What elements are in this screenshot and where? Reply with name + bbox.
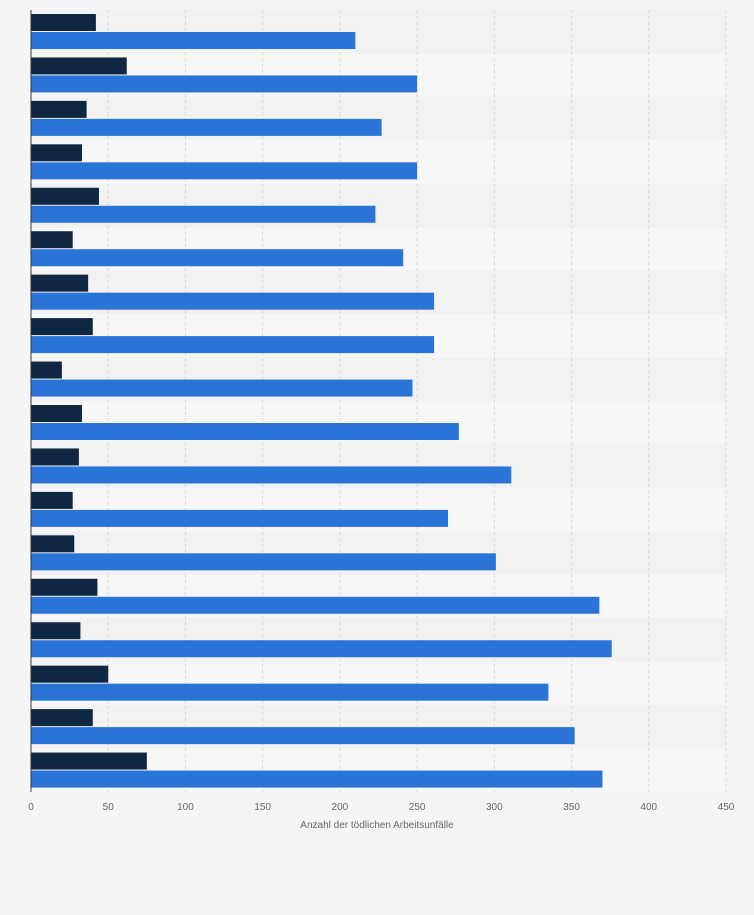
bar-series1 bbox=[31, 361, 62, 379]
bar-series2 bbox=[31, 683, 549, 701]
x-tick-label: 50 bbox=[103, 802, 115, 813]
bar-series1 bbox=[31, 665, 109, 683]
bar-series2 bbox=[31, 118, 382, 136]
bar-series1 bbox=[31, 274, 89, 292]
bar-series1 bbox=[31, 535, 75, 553]
bar-series2 bbox=[31, 553, 496, 571]
bar-series2 bbox=[31, 640, 612, 658]
bar-series2 bbox=[31, 509, 448, 527]
x-tick-label: 150 bbox=[254, 802, 271, 813]
bar-series2 bbox=[31, 727, 575, 745]
x-tick-label: 400 bbox=[640, 802, 657, 813]
x-tick-label: 300 bbox=[486, 802, 503, 813]
bar-series2 bbox=[31, 379, 413, 397]
x-tick-label: 0 bbox=[28, 802, 34, 813]
x-axis-title: Anzahl der tödlichen Arbeitsunfälle bbox=[300, 820, 454, 831]
bar-series2 bbox=[31, 205, 376, 223]
bar-series2 bbox=[31, 336, 435, 354]
x-tick-label: 200 bbox=[332, 802, 349, 813]
bar-series2 bbox=[31, 596, 600, 614]
bar-series1 bbox=[31, 57, 127, 75]
x-tick-label: 350 bbox=[563, 802, 580, 813]
bar-series2 bbox=[31, 770, 603, 788]
bar-series1 bbox=[31, 14, 96, 31]
bar-series2 bbox=[31, 249, 404, 267]
bar-series1 bbox=[31, 752, 147, 770]
x-tick-label: 450 bbox=[718, 802, 735, 813]
bar-series2 bbox=[31, 292, 435, 310]
x-tick-label: 250 bbox=[409, 802, 426, 813]
bar-series1 bbox=[31, 405, 82, 422]
bar-series1 bbox=[31, 187, 99, 205]
bar-series2 bbox=[31, 162, 418, 180]
x-tick-label: 100 bbox=[177, 802, 194, 813]
bar-series2 bbox=[31, 423, 459, 440]
bar-series1 bbox=[31, 448, 79, 466]
bar-series1 bbox=[31, 622, 81, 640]
bar-series2 bbox=[31, 32, 356, 49]
bar-series1 bbox=[31, 318, 93, 336]
bar-series1 bbox=[31, 578, 98, 596]
bar-series1 bbox=[31, 491, 73, 509]
bar-series1 bbox=[31, 100, 87, 118]
bar-series2 bbox=[31, 466, 512, 484]
bar-series1 bbox=[31, 144, 82, 162]
bar-series1 bbox=[31, 231, 73, 249]
bar-series1 bbox=[31, 709, 93, 727]
bar-series2 bbox=[31, 75, 418, 93]
